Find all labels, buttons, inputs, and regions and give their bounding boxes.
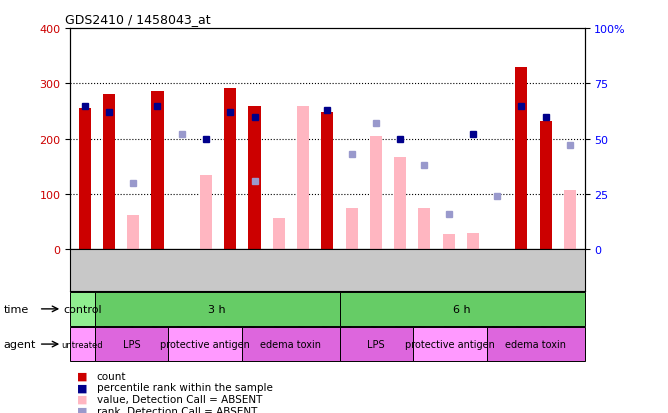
Bar xyxy=(370,137,382,250)
Bar xyxy=(321,113,333,250)
Text: 6 h: 6 h xyxy=(453,304,471,314)
Bar xyxy=(394,158,406,250)
Text: 3 h: 3 h xyxy=(208,304,226,314)
Text: edema toxin: edema toxin xyxy=(505,339,566,349)
Bar xyxy=(70,327,95,361)
Bar xyxy=(103,95,115,250)
Bar xyxy=(70,292,95,326)
Bar xyxy=(168,327,242,361)
Bar xyxy=(339,292,584,326)
Text: value, Detection Call = ABSENT: value, Detection Call = ABSENT xyxy=(97,394,263,404)
Bar xyxy=(79,109,91,250)
Text: count: count xyxy=(97,371,126,381)
Text: agent: agent xyxy=(3,339,35,349)
Text: untreated: untreated xyxy=(61,340,103,349)
Bar xyxy=(418,209,430,250)
Bar xyxy=(339,327,413,361)
Text: control: control xyxy=(63,304,102,314)
Text: ■: ■ xyxy=(77,406,88,413)
Bar xyxy=(443,235,455,250)
Bar xyxy=(413,327,486,361)
Bar xyxy=(486,327,584,361)
Bar xyxy=(515,68,528,250)
Bar xyxy=(248,107,261,250)
Bar xyxy=(540,122,552,250)
Text: ■: ■ xyxy=(77,371,88,381)
Text: edema toxin: edema toxin xyxy=(260,339,321,349)
Bar xyxy=(273,218,285,250)
Bar xyxy=(200,175,212,250)
Bar xyxy=(345,209,357,250)
Text: protective antigen: protective antigen xyxy=(405,339,495,349)
Bar xyxy=(152,91,164,250)
Text: ■: ■ xyxy=(77,394,88,404)
Text: GDS2410 / 1458043_at: GDS2410 / 1458043_at xyxy=(65,13,210,26)
Text: rank, Detection Call = ABSENT: rank, Detection Call = ABSENT xyxy=(97,406,257,413)
Text: percentile rank within the sample: percentile rank within the sample xyxy=(97,382,273,392)
Bar xyxy=(224,89,236,250)
Bar xyxy=(297,106,309,250)
Text: protective antigen: protective antigen xyxy=(160,339,250,349)
Text: time: time xyxy=(3,304,29,314)
Text: LPS: LPS xyxy=(367,339,385,349)
Bar xyxy=(564,190,576,250)
Text: LPS: LPS xyxy=(122,339,140,349)
Bar xyxy=(242,327,339,361)
Text: ■: ■ xyxy=(77,382,88,392)
Bar xyxy=(95,327,168,361)
Bar xyxy=(127,216,140,250)
Bar xyxy=(467,233,479,250)
Bar xyxy=(95,292,339,326)
